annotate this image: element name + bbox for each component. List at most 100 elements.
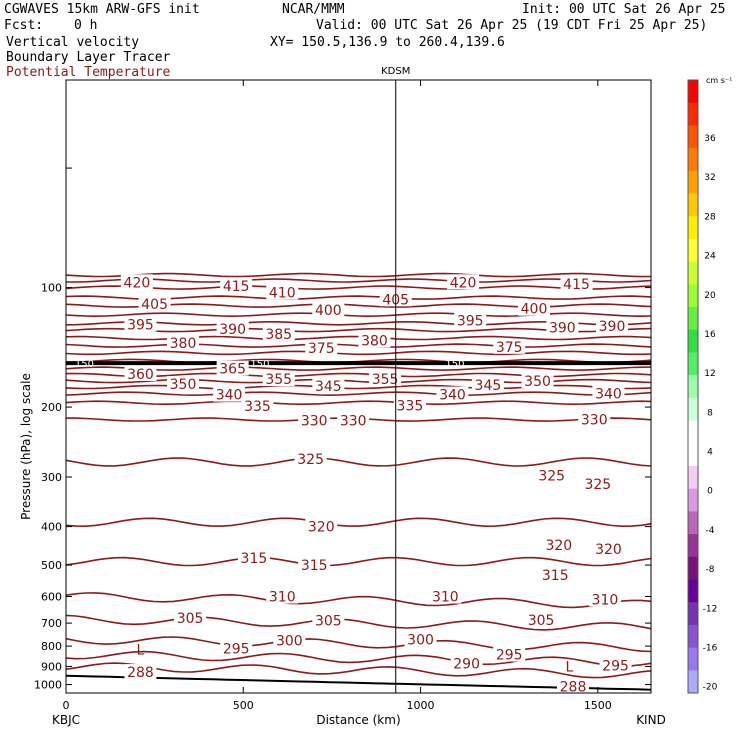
contour-label-bg [521,373,554,389]
contour-label-bg [124,316,157,332]
contour-label-bg [560,276,593,292]
theta-contour-335 [65,400,652,406]
colorbar-swatch [688,284,698,308]
contour-label: 415 [223,279,250,295]
contour-label-bg [525,612,558,628]
contour-label-bg [493,646,526,662]
contour-label: 330 [581,413,608,429]
contour-label-bg [596,318,628,334]
contour-label: 300 [276,634,303,650]
colorbar-swatch [688,307,698,331]
contour-label-bg [450,655,483,671]
colorbar-swatch [688,216,698,240]
colorbar-tick-label: 8 [707,408,713,418]
colorbar-swatch [688,170,698,195]
contour-label: 290 [453,657,480,673]
contour-label-bg [337,412,370,428]
y-tick-label: 100 [41,282,62,295]
contour-label-bg [535,467,568,483]
contour-label: 330 [340,413,367,429]
contour-label: 400 [521,302,548,318]
init-time: Init: 00 UTC Sat 26 Apr 25 [522,2,726,17]
terrain-surface [65,674,652,691]
theta-contour-290 [65,662,652,679]
contour-label-bg [124,365,157,381]
contour-label: 320 [595,542,622,558]
y-tick-label: 600 [41,591,62,604]
tropo-label-mid: 150 [250,359,269,370]
colorbar-tick-label: -16 [703,644,718,654]
theta-contour-360 [65,366,652,371]
colorbar: cm s⁻¹ 36 32 28 24 20 16 12 8 4 0 -4 -8 -12 -16 -20 [687,76,732,694]
theta-contour-320 [65,517,652,528]
colorbar-swatch [688,602,698,626]
terrain-line [65,674,652,691]
y-tick-label: 800 [41,640,62,653]
contour-label: 300 [407,633,434,649]
contour-label: 380 [361,334,388,350]
theta-contour-340 [65,391,652,397]
colorbar-swatch [688,329,698,353]
y-tick-label: 200 [41,401,62,414]
contour-label: 390 [219,322,246,338]
contour-label: 288 [560,679,587,695]
fcst-label: Fcst: [4,18,44,33]
contour-label: 310 [269,590,296,606]
y-tick-label: 1000 [34,679,62,692]
colorbar-tick-label: 12 [704,369,715,379]
contour-label-bg [298,412,331,428]
contour-label: 390 [599,319,626,335]
colorbar-swatch [688,261,698,285]
contour-label: 380 [170,336,197,352]
theta-contour-420 [65,272,652,278]
contour-label-bg [312,302,345,318]
contour-label-bg [213,386,246,402]
colorbar-tick-label: -8 [706,565,715,575]
contour-label-bg [305,518,338,534]
contour-label-bg [393,397,426,413]
colorbar-tick-label: 36 [704,134,716,144]
contour-label-bg [518,300,550,316]
colorbar-swatch [688,148,698,172]
plot-frame: KDSM [65,66,652,694]
contour-label-bg [369,371,402,387]
contour-label: 355 [265,372,292,388]
contour-label-bg [167,335,199,351]
contour-label: 375 [496,340,523,356]
contour-label-bg [436,386,469,402]
contour-label-bg [454,312,487,328]
contour-label-bg [262,371,295,387]
contour-label-bg [588,591,621,607]
theta-contour-410 [65,285,652,290]
colorbar-units: cm s⁻¹ [706,76,732,85]
contour-label-bg [262,326,295,342]
theta-contour-315 [65,556,652,567]
colorbar-swatch [688,125,698,149]
theta-contour-305 [65,614,652,631]
contour-label: 315 [542,568,569,584]
xy-coordinates: XY= 150.5,136.9 to 260.4,139.6 [270,35,505,50]
colorbar-swatch [688,375,698,399]
colorbar-swatch [688,670,698,694]
colorbar-tick-label: -4 [706,526,715,536]
colorbar-tick-label: 16 [704,330,716,340]
contour-label-bg [557,678,589,694]
x-tick-label: 500 [233,699,254,712]
valid-time: Valid: 00 UTC Sat 26 Apr 25 (19 CDT Fri … [316,18,708,33]
y-axis-label: Pressure (hPa), log scale [19,373,33,520]
contour-label: 365 [219,362,246,378]
theta-contour-300 [65,636,652,653]
colorbar-swatch [688,102,698,126]
contour-label: 295 [496,648,523,664]
contour-label: 395 [457,313,484,329]
contour-label: 320 [308,520,335,536]
station-right-label: KIND [636,713,666,727]
tropo-label-right: 150 [445,359,464,370]
field-potential-temperature: Potential Temperature [6,65,171,80]
colorbar-tick-label: 0 [707,487,713,497]
x-tick-label: 1000 [407,699,435,712]
contour-label-bg [592,385,625,401]
tropopause-line: 150 150 150 [66,359,651,370]
